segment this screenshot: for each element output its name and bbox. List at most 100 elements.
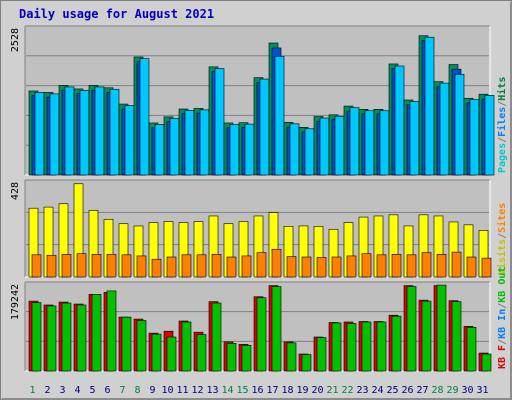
middle-bar-sites xyxy=(376,254,387,278)
middle-bar-sites xyxy=(391,254,402,278)
middle-bar-sites xyxy=(91,254,102,278)
middle-bar-sites xyxy=(406,254,417,278)
bottom-bar-kb-out xyxy=(91,294,102,372)
top-bar-pages xyxy=(289,123,300,176)
top-bar-pages xyxy=(229,124,240,176)
bottom-legend-item: KB In xyxy=(497,309,508,339)
bottom-ymax-label: 179242 xyxy=(10,284,21,320)
middle-bar-sites xyxy=(361,253,372,278)
bottom-legend-item: / xyxy=(497,303,508,309)
bottom-bar-kb-out xyxy=(106,290,117,372)
top-legend-item: / xyxy=(497,101,508,107)
bottom-bar-kb-out xyxy=(136,320,147,372)
middle-bar-sites xyxy=(121,254,132,278)
middle-bar-sites xyxy=(466,256,477,278)
bottom-bar-kb-out xyxy=(361,321,372,372)
top-bar-pages xyxy=(199,109,210,176)
day-label: 13 xyxy=(206,385,218,396)
bottom-bar-kb-out xyxy=(226,343,237,372)
bottom-legend: KB F/KB In/KB Out xyxy=(497,267,508,369)
day-label: 29 xyxy=(446,385,458,396)
middle-bar-sites xyxy=(106,254,117,278)
bottom-bar-kb-out xyxy=(391,315,402,372)
day-label: 8 xyxy=(134,385,140,396)
middle-bar-sites xyxy=(46,254,57,278)
middle-bar-sites xyxy=(256,252,267,278)
bottom-bar-kb-out xyxy=(436,284,447,372)
bottom-bar-kb-out xyxy=(151,333,162,372)
top-bar-pages xyxy=(304,128,315,176)
day-label: 9 xyxy=(149,385,155,396)
frame-shadow-bottom xyxy=(2,398,512,400)
top-bar-pages xyxy=(64,86,75,176)
day-label: 23 xyxy=(356,385,368,396)
day-label: 4 xyxy=(74,385,80,396)
middle-bar-sites xyxy=(181,254,192,278)
bottom-bar-kb-out xyxy=(121,316,132,372)
top-bar-pages xyxy=(214,68,225,176)
top-legend-item: Files xyxy=(496,107,508,137)
middle-legend-item: Visits xyxy=(496,239,508,275)
day-label: 28 xyxy=(431,385,443,396)
middle-bar-sites xyxy=(271,248,282,278)
top-ymax-label: 2528 xyxy=(10,28,21,52)
top-bar-pages xyxy=(364,110,375,176)
middle-bar-sites xyxy=(286,256,297,278)
bottom-bar-kb-out xyxy=(31,302,42,372)
top-bar-pages xyxy=(109,88,120,176)
middle-bar-sites xyxy=(331,256,342,278)
bottom-bar-kb-out xyxy=(451,301,462,372)
day-label: 30 xyxy=(461,385,473,396)
middle-bar-sites xyxy=(226,256,237,278)
top-bar-pages xyxy=(484,95,495,176)
bottom-bar-kb-out xyxy=(76,304,87,372)
day-label: 26 xyxy=(401,385,413,396)
bottom-legend-item: KB Out xyxy=(497,267,508,303)
middle-legend-item: Sites xyxy=(496,203,508,233)
middle-ymax-label: 428 xyxy=(10,182,21,200)
top-legend: Pages/Files/Hits xyxy=(496,77,508,173)
top-bar-pages xyxy=(184,110,195,176)
bottom-bar-kb-out xyxy=(376,321,387,372)
top-legend-item: Hits xyxy=(496,77,508,101)
middle-bar-sites xyxy=(76,253,87,278)
bottom-bar-kb-out xyxy=(481,353,492,372)
top-legend-item: Pages xyxy=(497,143,508,173)
day-label: 12 xyxy=(191,385,203,396)
middle-bar-sites xyxy=(301,256,312,278)
top-bar-pages xyxy=(319,117,330,176)
bottom-bar-kb-out xyxy=(61,302,72,372)
middle-bar-sites xyxy=(436,254,447,278)
day-label: 20 xyxy=(311,385,323,396)
top-bar-pages xyxy=(34,92,45,176)
middle-bar-sites xyxy=(451,251,462,278)
top-bar-pages xyxy=(454,74,465,176)
top-bar-pages xyxy=(94,86,105,176)
top-bar-pages xyxy=(124,105,135,176)
top-bar-pages xyxy=(334,115,345,176)
middle-bar-sites xyxy=(316,257,327,278)
day-label: 10 xyxy=(161,385,173,396)
top-bar-pages xyxy=(169,118,180,176)
middle-bar-sites xyxy=(166,256,177,278)
frame-shadow-right xyxy=(510,2,512,400)
top-legend-item: / xyxy=(497,137,508,143)
middle-bar-sites xyxy=(421,252,432,278)
top-bar-pages xyxy=(424,36,435,176)
day-label: 19 xyxy=(296,385,308,396)
day-label: 6 xyxy=(104,385,110,396)
bottom-bar-kb-out xyxy=(331,322,342,372)
top-bar-pages xyxy=(259,78,270,176)
top-bar-pages xyxy=(394,65,405,176)
bottom-bar-kb-out xyxy=(286,342,297,372)
bottom-bar-kb-out xyxy=(256,297,267,372)
middle-bar-sites xyxy=(346,255,357,278)
day-label: 18 xyxy=(281,385,293,396)
bottom-bar-kb-out xyxy=(421,300,432,372)
day-label: 5 xyxy=(89,385,95,396)
middle-bar-sites xyxy=(31,254,42,278)
middle-bar-sites xyxy=(481,257,492,278)
bottom-bar-kb-out xyxy=(301,354,312,372)
day-label: 2 xyxy=(44,385,50,396)
